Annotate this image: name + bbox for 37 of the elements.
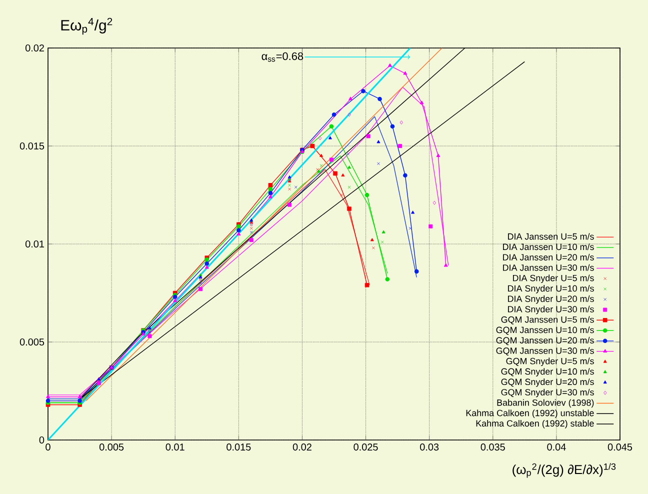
legend-label: GQM Janssen U=5 m/s [501, 316, 594, 324]
x-tick-label: 0.035 [480, 444, 505, 451]
legend-label: DIA Snyder U=20 m/s [508, 295, 594, 304]
legend-label: Kahma Calkoen (1992) unstable [466, 410, 594, 418]
legend-label: GQM Snyder U=30 m/s [501, 388, 594, 398]
x-tick-label: 0.045 [608, 444, 632, 451]
x-tick-label: 0.025 [354, 444, 378, 451]
y-axis-title: Eω$_{p}$$^{4}$/g$^{2}$ [61, 18, 112, 35]
legend-label: GQM Snyder U=5 m/s [506, 358, 594, 366]
legend-label: GQM Janssen U=30 m/s [496, 347, 594, 356]
x-tick-label: 0 [46, 444, 50, 451]
legend-label: Babanin Soloviev (1998) [497, 399, 594, 408]
x-tick-label: 0.01 [166, 444, 184, 451]
legend-label: Kahma Calkoen (1992) stable [476, 420, 594, 428]
legend-label: GQM Janssen U=10 m/s [496, 326, 594, 335]
legend-label: DIA Janssen U=10 m/s [503, 243, 594, 250]
legend-label: GQM Snyder U=10 m/s [501, 368, 594, 376]
y-tick-label: 0.015 [20, 142, 44, 150]
x-tick-label: 0.02 [292, 444, 312, 451]
y-tick-label: 0.01 [25, 240, 44, 248]
legend-label: DIA Snyder U=10 m/s [508, 285, 594, 294]
legend-label: DIA Snyder U=30 m/s [508, 306, 594, 314]
x-tick-label: 0.005 [99, 444, 124, 451]
y-tick-label: 0 [39, 436, 44, 444]
legend-label: DIA Janssen U=30 m/s [503, 264, 594, 271]
x-tick-label: 0.03 [420, 444, 439, 451]
y-tick-label: 0.02 [25, 44, 44, 52]
y-tick-label: 0.005 [20, 338, 44, 346]
legend-label: GQM Janssen U=20 m/s [496, 336, 594, 346]
legend-label: DIA Janssen U=20 m/s [503, 254, 594, 260]
x-tick-label: 0.015 [226, 444, 251, 451]
legend-label: DIA Snyder U=5 m/s [513, 274, 594, 283]
x-axis-title: (ω$_{p}$$^{2}$/(2g) ∂E/∂x)$^{1/3}$ [512, 463, 616, 478]
x-tick-label: 0.04 [547, 444, 566, 451]
annotation: α$_{ss}$=0.68 [262, 52, 304, 62]
legend-label: GQM Snyder U=20 m/s [501, 378, 594, 387]
legend-label: DIA Janssen U=5 m/s [508, 233, 594, 240]
